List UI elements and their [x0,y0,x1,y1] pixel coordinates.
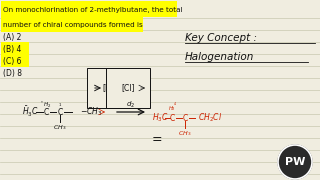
Text: C: C [44,107,49,116]
FancyBboxPatch shape [1,17,143,32]
Text: (A) 2: (A) 2 [3,33,21,42]
Text: C: C [57,107,63,116]
Text: Halogenation: Halogenation [185,52,254,62]
Text: $-CH_3$: $-CH_3$ [80,106,102,118]
FancyBboxPatch shape [1,42,29,55]
Text: On monochlorination of 2-methylbutane, the total: On monochlorination of 2-methylbutane, t… [3,7,182,13]
Text: Key Concept :: Key Concept : [185,33,257,43]
Text: C: C [169,114,175,123]
Text: $H_2$: $H_2$ [168,105,176,113]
Text: $H_3C$: $H_3C$ [152,112,169,124]
Text: [Cl]: [Cl] [121,84,135,93]
Text: (D) 8: (D) 8 [3,69,22,78]
Text: $CH_2Cl$: $CH_2Cl$ [198,112,222,124]
Text: (B) 4: (B) 4 [3,44,21,53]
Text: $CH_3$: $CH_3$ [178,130,192,138]
FancyBboxPatch shape [1,1,177,17]
Text: $^4$: $^4$ [173,102,177,107]
Text: (C) 6: (C) 6 [3,57,21,66]
Text: $^*H_2$: $^*H_2$ [40,100,52,110]
Text: $CH_3$: $CH_3$ [53,123,67,132]
FancyBboxPatch shape [1,54,29,67]
Text: number of chiral compounds formed is: number of chiral compounds formed is [3,22,143,28]
Text: =: = [152,134,163,147]
Text: [H]: [H] [102,84,114,93]
Text: $^1$: $^1$ [58,102,62,108]
Text: PW: PW [285,157,305,167]
Text: C: C [182,114,188,123]
Text: $d_2$: $d_2$ [126,100,136,110]
Text: $\bar{H}_3C$: $\bar{H}_3C$ [22,105,39,119]
Circle shape [278,145,312,179]
